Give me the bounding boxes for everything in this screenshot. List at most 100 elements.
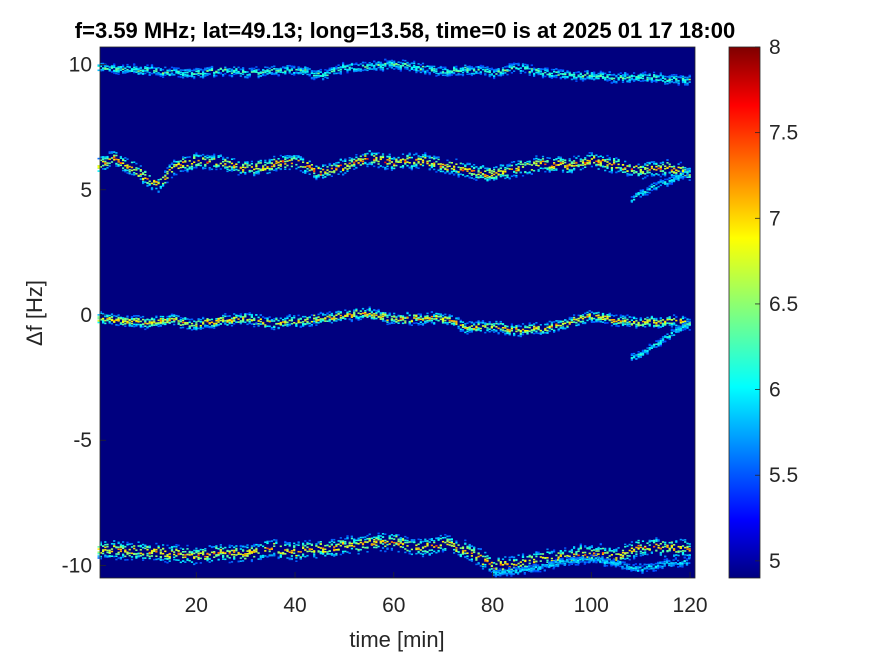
heat-cell (319, 69, 322, 71)
heat-cell (524, 67, 527, 69)
heat-cell (237, 70, 240, 73)
heat-cell (570, 169, 573, 171)
heat-cell (368, 64, 371, 66)
heat-cell (628, 325, 631, 327)
heat-cell (479, 171, 482, 174)
heat-cell (419, 64, 422, 66)
heat-cell (99, 541, 102, 544)
heat-cell (495, 178, 498, 180)
heat-cell (395, 160, 398, 163)
heat-cell (546, 157, 549, 159)
heat-cell (284, 168, 287, 170)
heat-cell (166, 73, 169, 75)
heat-cell (464, 70, 467, 72)
heat-cell (621, 74, 625, 76)
heat-cell (468, 163, 471, 166)
heat-cell (313, 175, 316, 177)
heat-cell (593, 155, 596, 157)
heat-cell (581, 167, 585, 170)
heat-cell (506, 174, 509, 176)
heat-cell (466, 69, 469, 72)
heat-cell (108, 549, 111, 552)
heat-cell (439, 318, 442, 321)
heat-cell (617, 160, 620, 162)
heat-cell (608, 157, 611, 159)
heat-cell (277, 167, 280, 169)
heat-cell (188, 554, 191, 556)
heat-cell (504, 177, 507, 180)
heat-cell (104, 546, 107, 549)
heat-cell (228, 165, 231, 168)
heat-cell (373, 66, 376, 68)
heat-cell (610, 77, 613, 79)
heat-cell (664, 75, 667, 78)
heat-cell (195, 551, 198, 554)
heat-cell (359, 155, 362, 158)
heat-cell (473, 167, 476, 170)
heat-cell (670, 176, 673, 178)
heat-cell (648, 73, 651, 75)
heat-cell (337, 69, 340, 72)
heat-cell (284, 67, 287, 70)
heat-cell (401, 315, 405, 317)
heat-cell (579, 321, 582, 323)
heat-cell (681, 320, 685, 323)
heat-cell (637, 355, 640, 357)
heat-cell (379, 158, 382, 160)
heat-cell (470, 328, 473, 330)
heat-cell (106, 167, 109, 169)
heat-cell (219, 317, 222, 319)
heat-cell (270, 162, 273, 164)
heat-cell (208, 326, 211, 329)
heat-cell (119, 550, 122, 553)
heat-cell (670, 174, 673, 176)
heat-cell (439, 166, 442, 168)
heat-cell (657, 320, 660, 323)
heat-cell (222, 320, 225, 322)
heat-cell (202, 323, 205, 325)
heat-cell (342, 65, 345, 67)
heat-cell (626, 318, 629, 321)
heat-cell (239, 322, 242, 325)
heat-cell (193, 549, 196, 552)
heat-cell (466, 328, 469, 331)
heat-cell (122, 162, 125, 164)
heat-cell (381, 315, 385, 318)
heat-cell (637, 174, 640, 177)
heat-cell (568, 158, 571, 160)
heat-cell (546, 160, 549, 162)
heat-cell (148, 322, 151, 324)
heat-cell (566, 164, 569, 167)
heat-cell (342, 61, 345, 64)
heat-cell (573, 318, 576, 321)
heat-cell (644, 167, 647, 169)
heat-cell (648, 77, 651, 79)
heat-cell (508, 333, 511, 336)
heat-cell (284, 321, 287, 323)
heat-cell (164, 178, 167, 180)
heat-cell (650, 173, 653, 175)
heat-cell (477, 69, 480, 71)
heat-cell (170, 171, 174, 173)
heat-cell (599, 320, 602, 323)
heat-cell (473, 169, 476, 172)
heat-cell (115, 546, 118, 549)
heat-cell (524, 330, 527, 332)
heat-cell (541, 73, 545, 75)
heat-cell (401, 62, 405, 65)
heat-cell (293, 72, 296, 74)
heat-cell (368, 309, 371, 312)
heat-cell (299, 326, 302, 328)
heat-cell (670, 183, 673, 185)
heat-cell (419, 156, 422, 158)
heat-cell (501, 70, 505, 72)
heat-cell (117, 548, 120, 550)
heat-cell (670, 332, 673, 335)
heat-cell (266, 66, 269, 69)
heat-cell (195, 562, 198, 564)
heat-cell (97, 317, 100, 320)
heat-cell (124, 551, 127, 553)
heat-cell (377, 166, 380, 169)
heat-cell (535, 157, 538, 160)
heat-cell (381, 155, 385, 157)
